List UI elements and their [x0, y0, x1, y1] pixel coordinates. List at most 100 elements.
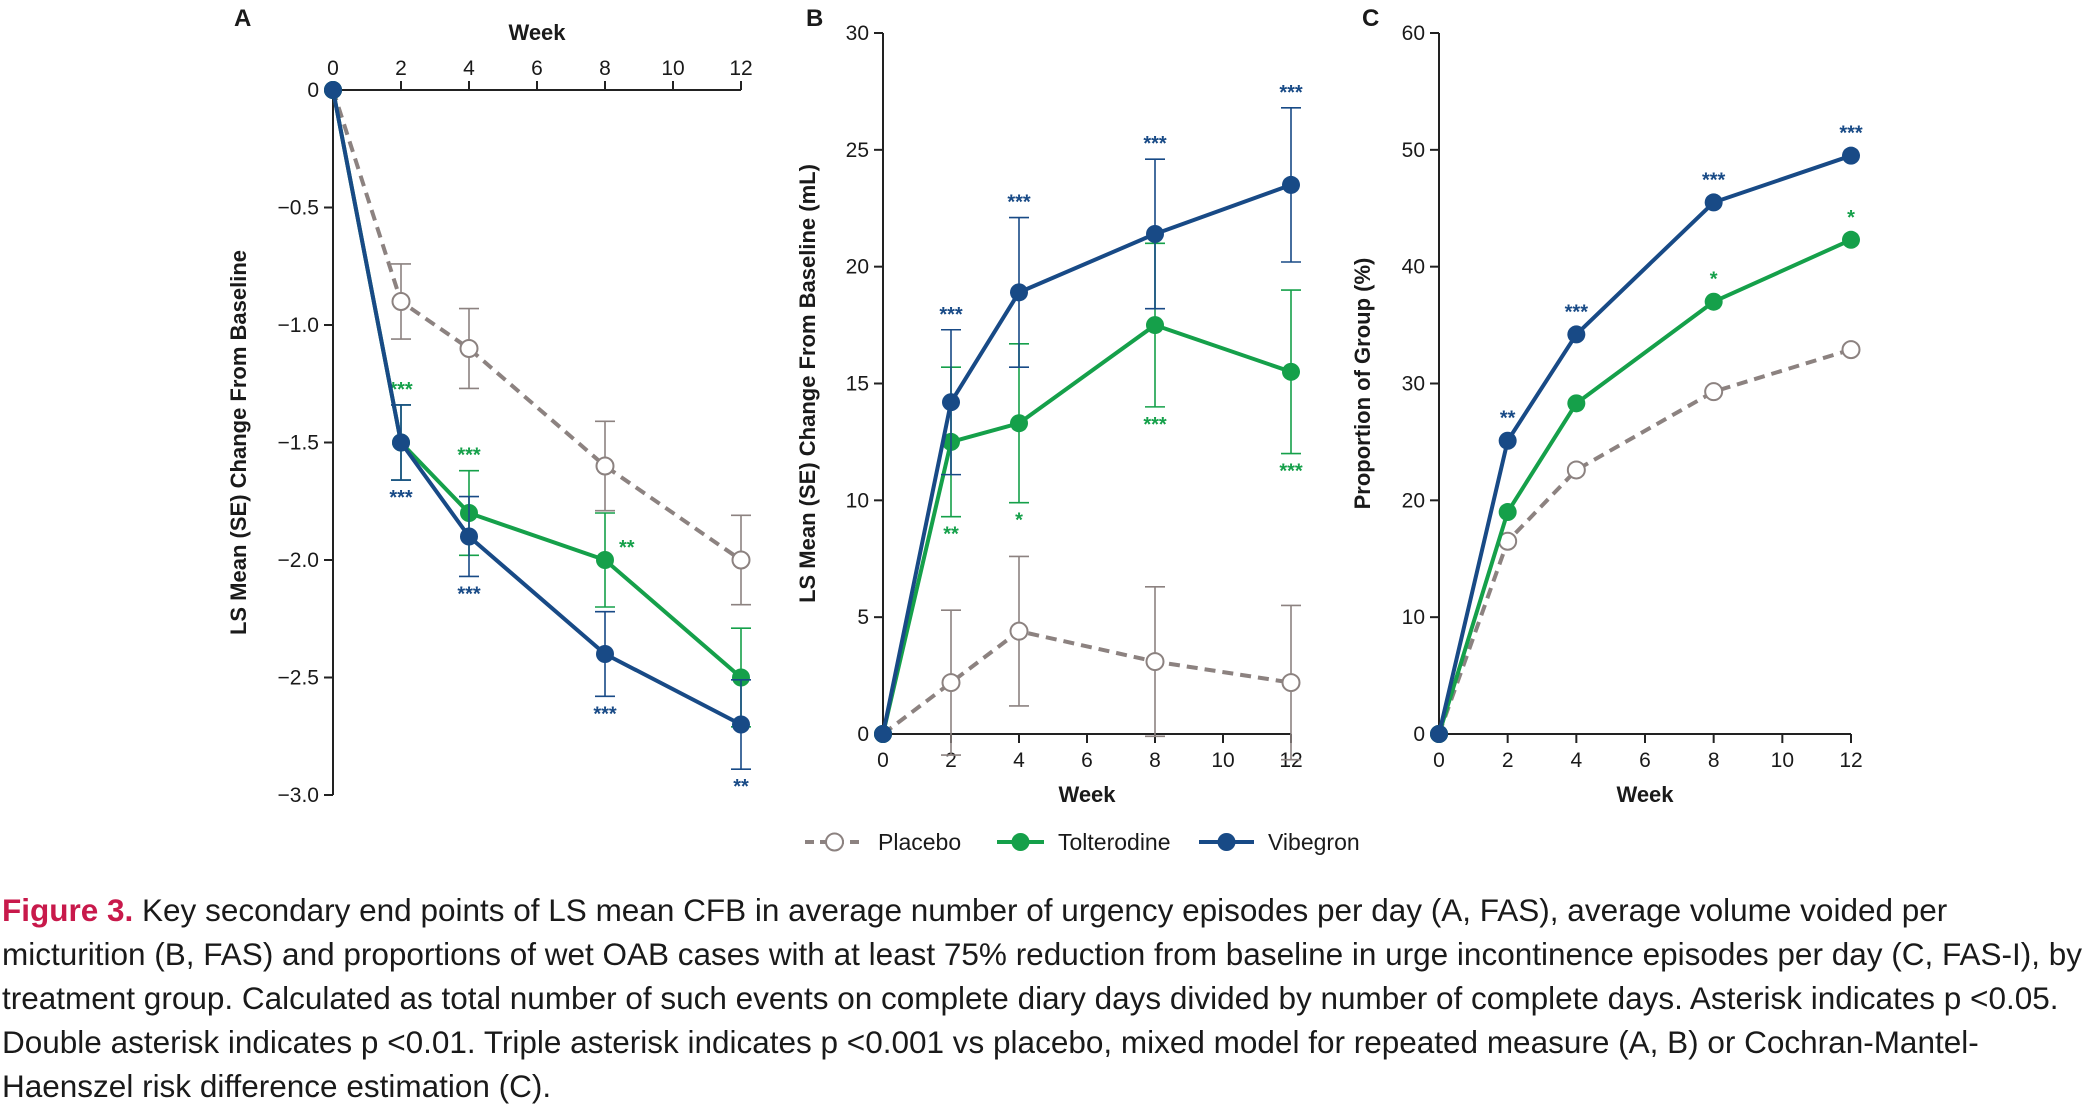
- x-tick-label: 2: [945, 749, 957, 772]
- data-point: [460, 527, 478, 546]
- data-point: [1145, 652, 1165, 672]
- x-tick-label: 0: [327, 57, 339, 80]
- significance-marker: ***: [1143, 133, 1167, 155]
- legend-item-vibegron: Vibegron: [1199, 829, 1360, 855]
- data-point: [874, 725, 892, 743]
- data-point: [1010, 414, 1028, 433]
- significance-marker: ***: [457, 583, 481, 605]
- x-tick-label: 8: [1708, 749, 1720, 772]
- significance-marker: **: [1500, 408, 1516, 430]
- data-point: [596, 551, 614, 569]
- data-point: [1566, 460, 1586, 480]
- figure-caption: Figure 3. Key secondary end points of LS…: [2, 888, 2088, 1108]
- x-tick-label: 10: [1211, 749, 1234, 772]
- significance-marker: **: [943, 524, 959, 546]
- y-axis-label: Proportion of Group (%): [1350, 258, 1375, 510]
- legend-marker: [1011, 833, 1030, 851]
- series-placebo: [324, 81, 751, 606]
- data-point: [731, 550, 751, 570]
- data-point: [1567, 325, 1586, 344]
- panel-letter: A: [234, 5, 251, 32]
- series-vibegron: ************: [874, 82, 1303, 743]
- data-point: [1498, 503, 1517, 522]
- legend: Placebo Tolterodine Vibegron: [805, 829, 1360, 855]
- y-tick-label: −2.0: [278, 549, 319, 572]
- significance-marker: ***: [1702, 169, 1726, 191]
- data-point: [1282, 362, 1300, 381]
- y-tick-label: 60: [1402, 22, 1425, 45]
- x-tick-label: 6: [531, 57, 543, 80]
- significance-marker: ***: [1839, 123, 1863, 145]
- x-tick-label: 10: [661, 57, 684, 80]
- significance-marker: ***: [1007, 192, 1031, 214]
- x-tick-label: 8: [1149, 749, 1161, 772]
- x-tick-label: 0: [877, 749, 889, 772]
- legend-label: Placebo: [878, 829, 961, 855]
- data-point: [1009, 621, 1029, 641]
- data-point: [595, 456, 615, 476]
- series-line: [1437, 347, 1852, 735]
- chart-panel-c: C 0 10 20 30 40 50 60 0 2 4 6 8 10 12 Week Proportion of…: [1350, 5, 1863, 807]
- caption-label: Figure 3.: [2, 892, 134, 928]
- series-vibegron: ***********: [324, 81, 751, 798]
- x-tick-label: 12: [1839, 749, 1862, 772]
- significance-marker: *: [1015, 510, 1023, 532]
- x-tick-label: 10: [1771, 749, 1794, 772]
- significance-marker: ***: [1143, 414, 1167, 436]
- panel-letter: B: [806, 5, 823, 32]
- data-point: [324, 81, 342, 99]
- data-point: [732, 668, 750, 687]
- significance-marker: *: [1847, 207, 1855, 229]
- chart-panel-b: B051015202530024681012WeekLS Mean (SE) C…: [795, 5, 1303, 807]
- data-point: [1282, 175, 1300, 194]
- data-point: [1146, 316, 1164, 335]
- y-tick-label: 50: [1402, 139, 1425, 162]
- series-line: [331, 89, 743, 562]
- x-tick-label: 0: [1433, 749, 1445, 772]
- x-tick-label: 4: [463, 57, 475, 80]
- series-placebo: [1430, 340, 1861, 743]
- data-point: [596, 645, 614, 663]
- significance-marker: ***: [389, 379, 413, 401]
- x-axis-label: Week: [1616, 782, 1674, 807]
- x-axis-label: Week: [508, 20, 566, 45]
- data-point: [1281, 673, 1301, 693]
- significance-marker: ***: [389, 487, 413, 509]
- y-tick-label: −1.0: [278, 314, 319, 337]
- y-axis-label: LS Mean (SE) Change From Baseline: [226, 250, 251, 635]
- x-tick-label: 4: [1570, 749, 1582, 772]
- y-tick-label: 25: [846, 139, 869, 162]
- series-line: [1437, 237, 1852, 735]
- data-point: [1498, 431, 1517, 450]
- series-vibegron: ***********: [1430, 123, 1863, 743]
- data-point: [942, 393, 960, 412]
- y-tick-label: 20: [1402, 489, 1425, 512]
- figure-chart-panels: A 0 −0.5 −1.0 −1.5 −2.0 −2.5 −3.0 0 2 4 6 8 10 12 Week L…: [226, 5, 1863, 855]
- data-point: [1841, 340, 1861, 360]
- y-tick-label: 20: [846, 256, 869, 279]
- y-tick-label: 0: [307, 79, 319, 102]
- data-point: [1704, 292, 1723, 311]
- legend-marker: [825, 832, 844, 852]
- x-tick-label: 6: [1081, 749, 1093, 772]
- y-tick-label: 15: [846, 373, 869, 396]
- significance-marker: **: [619, 537, 635, 559]
- x-tick-label: 6: [1639, 749, 1651, 772]
- y-tick-label: 5: [857, 606, 869, 629]
- y-tick-label: 40: [1402, 256, 1425, 279]
- data-point: [1842, 146, 1860, 165]
- data-point: [1842, 230, 1860, 249]
- series-tolterodine: **: [1430, 207, 1860, 743]
- y-tick-label: 30: [1402, 373, 1425, 396]
- x-tick-label: 2: [395, 57, 407, 80]
- y-tick-label: 30: [846, 22, 869, 45]
- series-tolterodine: ********: [324, 81, 751, 728]
- data-point: [459, 339, 479, 358]
- data-point: [1146, 224, 1164, 243]
- caption-text: Key secondary end points of LS mean CFB …: [2, 892, 2082, 1104]
- data-point: [732, 715, 750, 734]
- y-tick-label: −1.5: [278, 432, 319, 455]
- y-tick-label: 10: [846, 489, 869, 512]
- series-line: [331, 89, 742, 727]
- legend-item-placebo: Placebo: [805, 829, 961, 855]
